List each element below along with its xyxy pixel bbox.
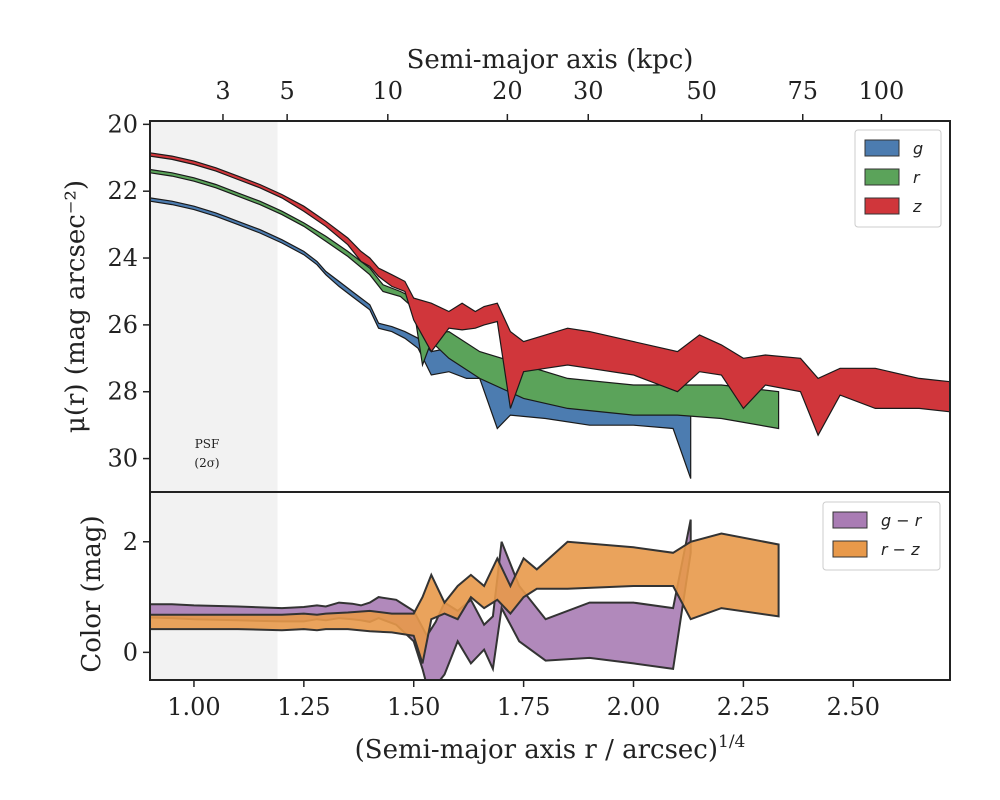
bottom-y-tick-label: 2 (123, 528, 138, 556)
bottom-x-axis-label: (Semi-major axis r / arcsec)1/4 (355, 732, 746, 765)
bottom-x-axis-label-main: (Semi-major axis r / arcsec) (355, 735, 718, 765)
kpc-tick-label: 20 (492, 77, 523, 105)
bottom-y-tick-label: 0 (123, 638, 138, 666)
bottom-x-tick-label: 2.00 (607, 693, 660, 721)
legend-swatch-g (864, 139, 900, 157)
bottom-panel-frame (149, 491, 951, 681)
bottom-x-tick-label: 2.50 (827, 693, 880, 721)
legend-label-g-minus-r: g − r (881, 511, 923, 530)
color-bands (150, 519, 780, 680)
legend-swatch-g-minus-r (832, 511, 868, 529)
top-y-tick-label: 30 (107, 445, 138, 473)
surface-brightness-bands (150, 152, 950, 479)
legend-swatch-r (864, 168, 900, 186)
legend-swatch-z (864, 197, 900, 215)
bottom-y-axis-ticks: 02 (123, 528, 150, 666)
band-r (150, 168, 780, 430)
bottom-x-tick-label: 1.50 (387, 693, 440, 721)
kpc-tick-label: 100 (859, 77, 905, 105)
psf-shaded-band-lower (150, 492, 278, 680)
top-kpc-axis-ticks: 3 5 10 20 30 50 75 100 (215, 77, 904, 121)
top-y-tick-label: 22 (107, 177, 138, 205)
band-z (150, 152, 950, 437)
bottom-x-axis-ticks: 1.00 1.25 1.50 1.75 2.00 2.25 2.50 (167, 680, 880, 721)
top-y-tick-label: 26 (107, 311, 138, 339)
bottom-x-axis-label-exponent: 1/4 (718, 732, 745, 752)
top-y-tick-label: 24 (107, 244, 138, 272)
kpc-tick-label: 75 (787, 77, 818, 105)
top-y-tick-label: 20 (107, 110, 138, 138)
color-profile-panel: 02 1.00 1.25 1.50 1.75 2.00 2.25 2.50 Color (m… (77, 491, 951, 765)
legend-label-r-minus-z: r − z (881, 540, 920, 559)
bottom-x-tick-label: 1.25 (277, 693, 330, 721)
legend-label-r: r (913, 168, 921, 187)
top-x-axis-label: Semi-major axis (kpc) (407, 45, 694, 75)
kpc-tick-label: 5 (280, 77, 295, 105)
psf-label: PSF (195, 437, 220, 451)
kpc-tick-label: 50 (686, 77, 717, 105)
psf-sigma-label: (2σ) (194, 456, 219, 470)
band-g (150, 197, 692, 479)
bottom-x-tick-label: 1.75 (497, 693, 550, 721)
legend-swatch-r-minus-z (832, 540, 868, 558)
top-y-tick-label: 28 (107, 378, 138, 406)
surface-brightness-panel: 20 22 24 26 28 30 3 5 10 20 30 50 75 100 PSF (2σ) Se… (61, 45, 951, 493)
kpc-tick-label: 30 (573, 77, 604, 105)
top-legend: grz (854, 129, 942, 228)
bottom-x-tick-label: 2.25 (717, 693, 770, 721)
bottom-legend: g − r r − z (822, 501, 941, 571)
top-y-axis-ticks: 20 22 24 26 28 30 (107, 110, 150, 473)
legend-label-g: g (913, 139, 923, 158)
top-y-axis-label: μ(r) (mag arcsec⁻²) (61, 180, 91, 433)
kpc-tick-label: 10 (373, 77, 404, 105)
bottom-y-axis-label: Color (mag) (77, 515, 107, 672)
legend-label-z: z (912, 197, 922, 216)
kpc-tick-label: 3 (215, 77, 230, 105)
bottom-x-tick-label: 1.00 (167, 693, 220, 721)
band-r-minus-z (150, 532, 780, 664)
